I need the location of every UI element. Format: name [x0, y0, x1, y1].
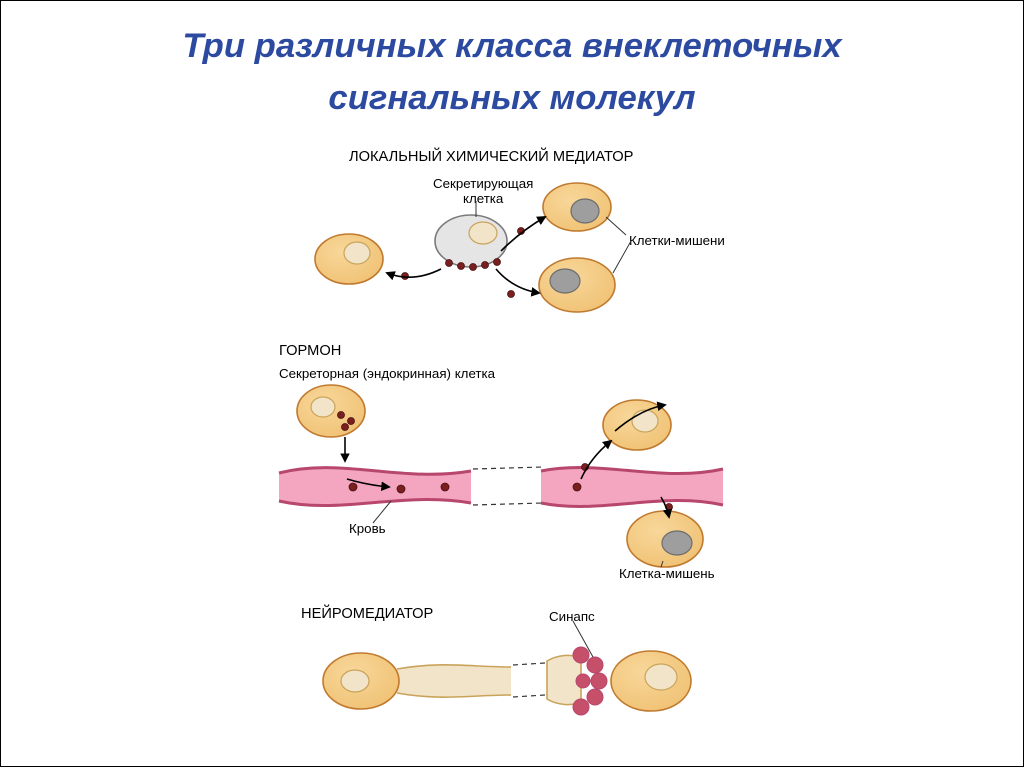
diagram-svg: [1, 1, 1024, 767]
page: Три различных класса внеклеточных сигнал…: [0, 0, 1024, 767]
